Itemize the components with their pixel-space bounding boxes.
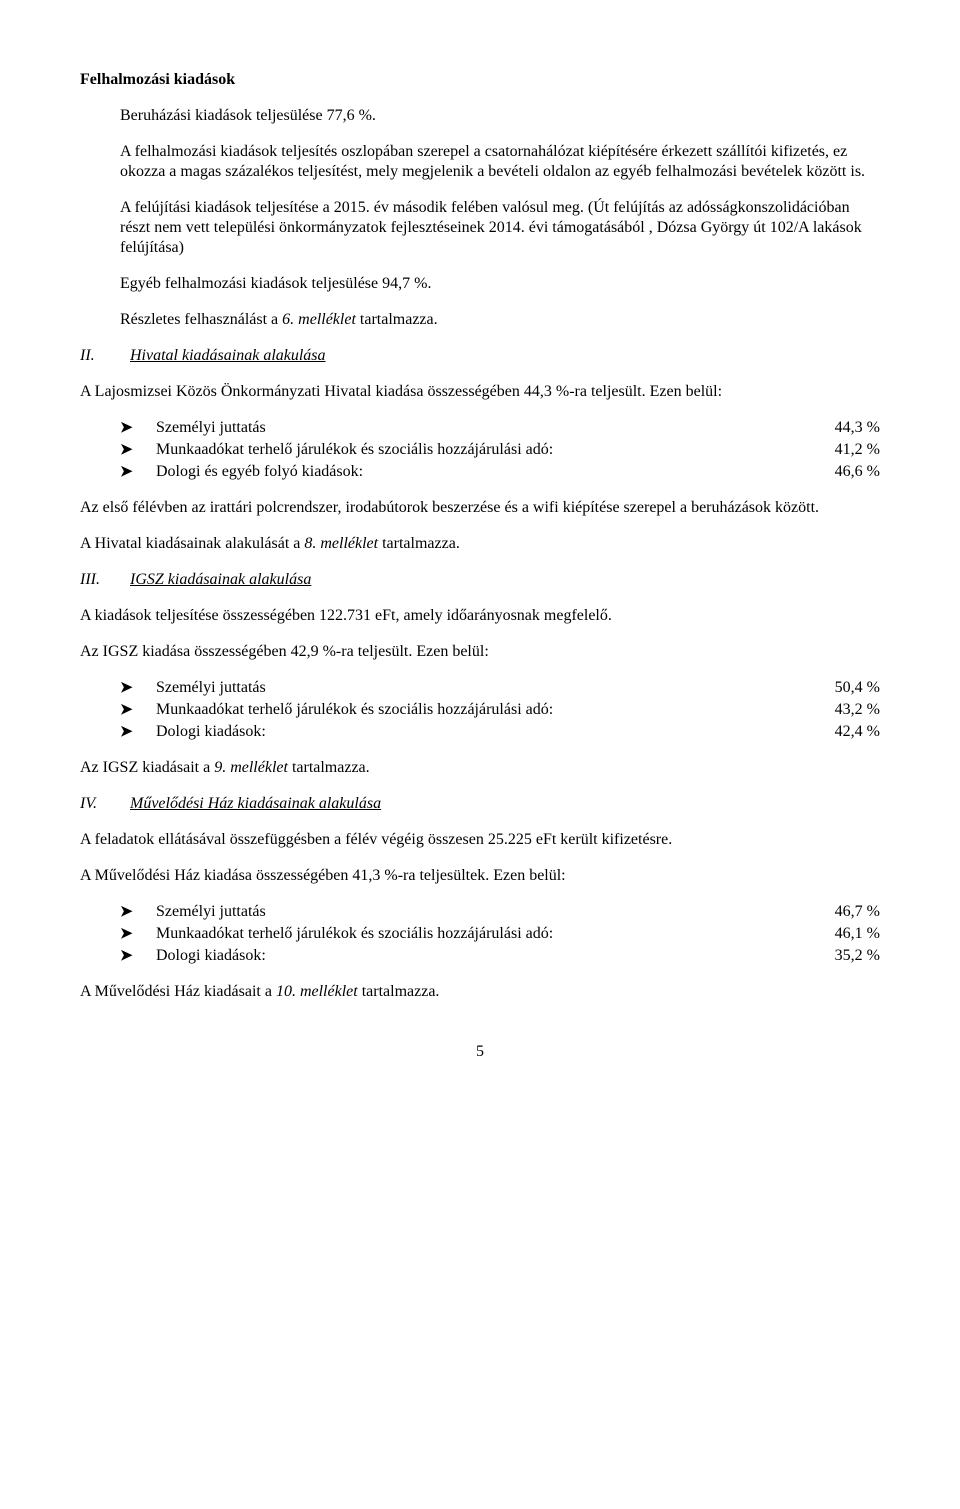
list-item: ➤ Munkaadókat terhelő járulékok és szoci… — [120, 440, 880, 460]
list-item-value: 46,6 % — [800, 462, 880, 482]
bullet-icon: ➤ — [120, 947, 156, 966]
list-item-label: Dologi kiadások: — [156, 946, 800, 966]
text: tartalmazza. — [356, 311, 438, 328]
list-item-label: Személyi juttatás — [156, 418, 800, 438]
list-item-value: 42,4 % — [800, 722, 880, 742]
text: tartalmazza. — [378, 535, 460, 552]
section-label: Hivatal kiadásainak alakulása — [130, 346, 326, 366]
list-item-label: Személyi juttatás — [156, 678, 800, 698]
list-item: ➤ Személyi juttatás 50,4 % — [120, 678, 880, 698]
text: tartalmazza. — [288, 759, 370, 776]
bullet-icon: ➤ — [120, 701, 156, 720]
list-item-label: Munkaadókat terhelő járulékok és szociál… — [156, 700, 800, 720]
text: A Hivatal kiadásainak alakulását a — [80, 535, 304, 552]
list-item: ➤ Munkaadókat terhelő járulékok és szoci… — [120, 924, 880, 944]
paragraph: A felhalmozási kiadások teljesítés oszlo… — [120, 142, 880, 182]
bullet-icon: ➤ — [120, 463, 156, 482]
paragraph: Részletes felhasználást a 6. melléklet t… — [120, 310, 880, 330]
reference-emphasis: 9. melléklet — [214, 759, 288, 776]
list-item-label: Dologi és egyéb folyó kiadások: — [156, 462, 800, 482]
paragraph: Beruházási kiadások teljesülése 77,6 %. — [120, 106, 880, 126]
reference-emphasis: 10. melléklet — [276, 983, 358, 1000]
section-heading: Felhalmozási kiadások — [80, 70, 880, 90]
roman-numeral: III. — [80, 570, 130, 590]
list-item-label: Munkaadókat terhelő járulékok és szociál… — [156, 440, 800, 460]
list-item-value: 43,2 % — [800, 700, 880, 720]
text: tartalmazza. — [358, 983, 440, 1000]
paragraph: A Művelődési Ház kiadásait a 10. mellékl… — [80, 982, 880, 1002]
hivatal-list: ➤ Személyi juttatás 44,3 % ➤ Munkaadókat… — [120, 418, 880, 482]
list-item-value: 46,7 % — [800, 902, 880, 922]
list-item-value: 50,4 % — [800, 678, 880, 698]
text: A Művelődési Ház kiadásait a — [80, 983, 276, 1000]
list-item: ➤ Dologi és egyéb folyó kiadások: 46,6 % — [120, 462, 880, 482]
paragraph: Az első félévben az irattári polcrendsze… — [80, 498, 880, 518]
list-item-label: Személyi juttatás — [156, 902, 800, 922]
list-item: ➤ Dologi kiadások: 42,4 % — [120, 722, 880, 742]
list-item: ➤ Személyi juttatás 46,7 % — [120, 902, 880, 922]
reference-emphasis: 8. melléklet — [304, 535, 378, 552]
section-iii-heading: III. IGSZ kiadásainak alakulása — [80, 570, 880, 590]
paragraph: A felújítási kiadások teljesítése a 2015… — [120, 198, 880, 258]
paragraph: A feladatok ellátásával összefüggésben a… — [80, 830, 880, 850]
section-ii-heading: II. Hivatal kiadásainak alakulása — [80, 346, 880, 366]
list-item: ➤ Munkaadókat terhelő járulékok és szoci… — [120, 700, 880, 720]
paragraph: A Művelődési Ház kiadása összességében 4… — [80, 866, 880, 886]
page-number: 5 — [80, 1042, 880, 1062]
list-item: ➤ Személyi juttatás 44,3 % — [120, 418, 880, 438]
roman-numeral: II. — [80, 346, 130, 366]
paragraph: A kiadások teljesítése összességében 122… — [80, 606, 880, 626]
bullet-icon: ➤ — [120, 723, 156, 742]
paragraph: Az IGSZ kiadásait a 9. melléklet tartalm… — [80, 758, 880, 778]
paragraph: A Lajosmizsei Közös Önkormányzati Hivata… — [80, 382, 880, 402]
list-item-value: 41,2 % — [800, 440, 880, 460]
section-iv-heading: IV. Művelődési Ház kiadásainak alakulása — [80, 794, 880, 814]
paragraph: A Hivatal kiadásainak alakulását a 8. me… — [80, 534, 880, 554]
list-item-value: 44,3 % — [800, 418, 880, 438]
text: Részletes felhasználást a — [120, 311, 282, 328]
roman-numeral: IV. — [80, 794, 130, 814]
list-item: ➤ Dologi kiadások: 35,2 % — [120, 946, 880, 966]
text: Az IGSZ kiadásait a — [80, 759, 214, 776]
bullet-icon: ➤ — [120, 925, 156, 944]
muv-list: ➤ Személyi juttatás 46,7 % ➤ Munkaadókat… — [120, 902, 880, 966]
section-label: Művelődési Ház kiadásainak alakulása — [130, 794, 381, 814]
bullet-icon: ➤ — [120, 419, 156, 438]
section-label: IGSZ kiadásainak alakulása — [130, 570, 311, 590]
list-item-value: 35,2 % — [800, 946, 880, 966]
list-item-label: Dologi kiadások: — [156, 722, 800, 742]
igsz-list: ➤ Személyi juttatás 50,4 % ➤ Munkaadókat… — [120, 678, 880, 742]
bullet-icon: ➤ — [120, 679, 156, 698]
reference-emphasis: 6. melléklet — [282, 311, 356, 328]
bullet-icon: ➤ — [120, 903, 156, 922]
list-item-label: Munkaadókat terhelő járulékok és szociál… — [156, 924, 800, 944]
bullet-icon: ➤ — [120, 441, 156, 460]
paragraph: Egyéb felhalmozási kiadások teljesülése … — [120, 274, 880, 294]
list-item-value: 46,1 % — [800, 924, 880, 944]
paragraph: Az IGSZ kiadása összességében 42,9 %-ra … — [80, 642, 880, 662]
